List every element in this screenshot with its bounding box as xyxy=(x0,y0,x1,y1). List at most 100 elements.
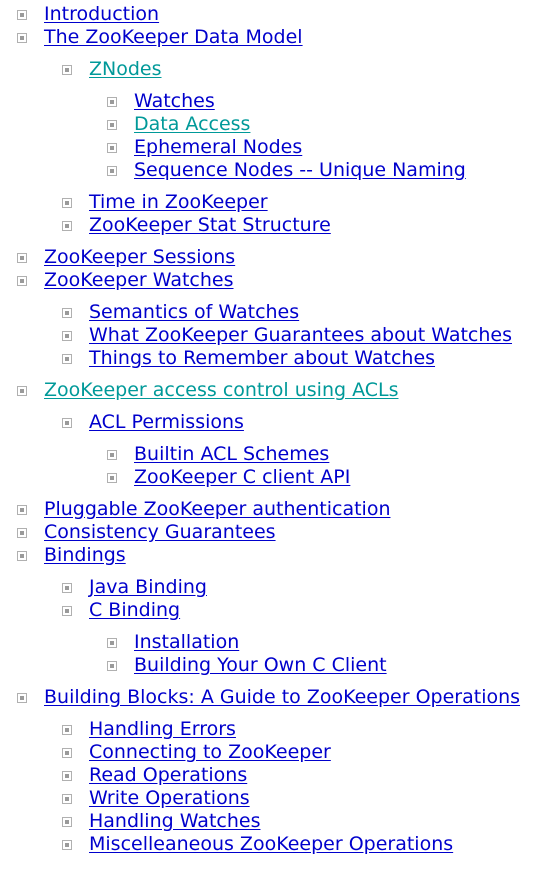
square-bullet-icon xyxy=(62,770,72,781)
square-bullet-icon xyxy=(107,119,117,130)
toc-item: ZooKeeper Sessions xyxy=(0,246,549,269)
list-spacer xyxy=(0,677,549,686)
list-spacer xyxy=(0,567,549,576)
toc-link[interactable]: Consistency Guarantees xyxy=(44,521,276,543)
toc-link[interactable]: ZNodes xyxy=(89,58,162,80)
toc-link[interactable]: Pluggable ZooKeeper authentication xyxy=(44,498,391,520)
toc-item: Read Operations xyxy=(0,764,549,787)
toc-item: Sequence Nodes -- Unique Naming xyxy=(0,159,549,182)
toc-link[interactable]: ZooKeeper Sessions xyxy=(44,246,236,268)
square-bullet-icon xyxy=(62,582,72,593)
toc-item: Java Binding xyxy=(0,576,549,599)
toc-link[interactable]: Builtin ACL Schemes xyxy=(134,443,330,465)
toc-item: Data Access xyxy=(0,113,549,136)
square-bullet-icon xyxy=(62,353,72,364)
square-bullet-icon xyxy=(17,275,27,286)
list-spacer xyxy=(0,292,549,301)
square-bullet-icon xyxy=(17,32,27,43)
square-bullet-icon xyxy=(17,385,27,396)
toc-item: Pluggable ZooKeeper authentication xyxy=(0,498,549,521)
toc-item: The ZooKeeper Data Model xyxy=(0,26,549,49)
toc-item: Installation xyxy=(0,631,549,654)
toc-item: ZooKeeper access control using ACLs xyxy=(0,379,549,402)
list-spacer xyxy=(0,81,549,90)
toc-item: ACL Permissions xyxy=(0,411,549,434)
toc-link[interactable]: Introduction xyxy=(44,3,160,25)
square-bullet-icon xyxy=(107,660,117,671)
toc-link[interactable]: ZooKeeper C client API xyxy=(134,466,351,488)
toc-item: Building Blocks: A Guide to ZooKeeper Op… xyxy=(0,686,549,709)
toc-link[interactable]: The ZooKeeper Data Model xyxy=(44,26,303,48)
square-bullet-icon xyxy=(17,550,27,561)
toc-item: Handling Errors xyxy=(0,718,549,741)
square-bullet-icon xyxy=(62,197,72,208)
toc-item: Ephemeral Nodes xyxy=(0,136,549,159)
list-spacer xyxy=(0,402,549,411)
toc-link[interactable]: ZooKeeper access control using ACLs xyxy=(44,379,399,401)
toc-item: ZooKeeper C client API xyxy=(0,466,549,489)
square-bullet-icon xyxy=(62,747,72,758)
list-spacer xyxy=(0,49,549,58)
toc-item: Building Your Own C Client xyxy=(0,654,549,677)
toc-link[interactable]: ACL Permissions xyxy=(89,411,244,433)
square-bullet-icon xyxy=(107,142,117,153)
toc-item: Watches xyxy=(0,90,549,113)
toc-link[interactable]: Handling Watches xyxy=(89,810,261,832)
toc-item: Bindings xyxy=(0,544,549,567)
toc-item: Connecting to ZooKeeper xyxy=(0,741,549,764)
toc-link[interactable]: What ZooKeeper Guarantees about Watches xyxy=(89,324,512,346)
square-bullet-icon xyxy=(62,307,72,318)
square-bullet-icon xyxy=(62,220,72,231)
toc-item: Builtin ACL Schemes xyxy=(0,443,549,466)
toc-link[interactable]: Semantics of Watches xyxy=(89,301,300,323)
square-bullet-icon xyxy=(62,417,72,428)
toc-link[interactable]: ZooKeeper Watches xyxy=(44,269,234,291)
toc-link[interactable]: Things to Remember about Watches xyxy=(89,347,436,369)
toc-item: Write Operations xyxy=(0,787,549,810)
square-bullet-icon xyxy=(17,692,27,703)
square-bullet-icon xyxy=(17,9,27,20)
square-bullet-icon xyxy=(17,252,27,263)
toc-link[interactable]: C Binding xyxy=(89,599,181,621)
square-bullet-icon xyxy=(62,724,72,735)
toc-link[interactable]: Write Operations xyxy=(89,787,250,809)
square-bullet-icon xyxy=(62,330,72,341)
toc-link[interactable]: Installation xyxy=(134,631,240,653)
list-spacer xyxy=(0,489,549,498)
toc-link[interactable]: Java Binding xyxy=(89,576,207,598)
toc-link[interactable]: Watches xyxy=(134,90,215,112)
toc-link[interactable]: Miscelleaneous ZooKeeper Operations xyxy=(89,833,454,855)
square-bullet-icon xyxy=(107,637,117,648)
toc-link[interactable]: Read Operations xyxy=(89,764,248,786)
list-spacer xyxy=(0,709,549,718)
toc-item: Miscelleaneous ZooKeeper Operations xyxy=(0,833,549,856)
toc-item: Introduction xyxy=(0,3,549,26)
toc-item: Things to Remember about Watches xyxy=(0,347,549,370)
toc-link[interactable]: Data Access xyxy=(134,113,251,135)
square-bullet-icon xyxy=(62,793,72,804)
toc-link[interactable]: Ephemeral Nodes xyxy=(134,136,303,158)
list-spacer xyxy=(0,370,549,379)
square-bullet-icon xyxy=(62,839,72,850)
square-bullet-icon xyxy=(17,504,27,515)
toc-link[interactable]: Building Your Own C Client xyxy=(134,654,387,676)
toc-link[interactable]: Bindings xyxy=(44,544,126,566)
square-bullet-icon xyxy=(107,449,117,460)
toc-item: Consistency Guarantees xyxy=(0,521,549,544)
toc-link[interactable]: Time in ZooKeeper xyxy=(89,191,268,213)
toc-item: ZooKeeper Stat Structure xyxy=(0,214,549,237)
toc-item: Semantics of Watches xyxy=(0,301,549,324)
toc-link[interactable]: Building Blocks: A Guide to ZooKeeper Op… xyxy=(44,686,521,708)
toc-link[interactable]: ZooKeeper Stat Structure xyxy=(89,214,331,236)
toc-link[interactable]: Sequence Nodes -- Unique Naming xyxy=(134,159,466,181)
toc-item: Handling Watches xyxy=(0,810,549,833)
square-bullet-icon xyxy=(17,527,27,538)
toc-link[interactable]: Connecting to ZooKeeper xyxy=(89,741,331,763)
toc-item: ZNodes xyxy=(0,58,549,81)
toc-item: What ZooKeeper Guarantees about Watches xyxy=(0,324,549,347)
toc-link[interactable]: Handling Errors xyxy=(89,718,236,740)
square-bullet-icon xyxy=(107,96,117,107)
list-spacer xyxy=(0,237,549,246)
square-bullet-icon xyxy=(62,816,72,827)
square-bullet-icon xyxy=(107,472,117,483)
